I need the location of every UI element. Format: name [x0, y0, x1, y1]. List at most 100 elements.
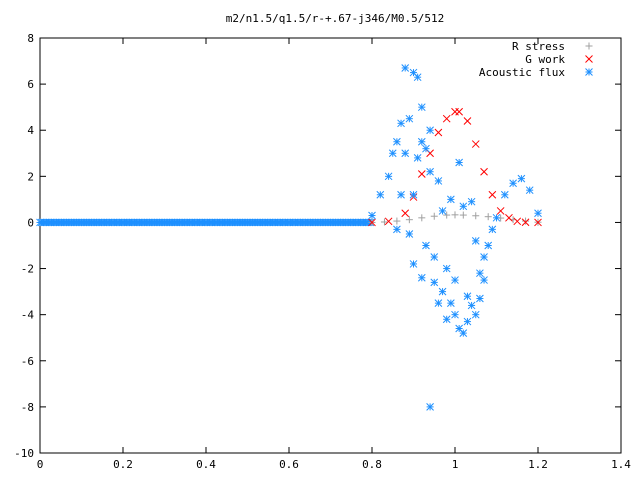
series-point: [401, 149, 410, 158]
series-1: [368, 107, 542, 227]
series-point: [438, 207, 447, 215]
series-0: [368, 211, 542, 226]
y-tick-label: -4: [21, 309, 35, 322]
series-point: [409, 190, 418, 199]
data-marks: [36, 64, 542, 411]
series-point: [442, 114, 451, 123]
x-tick-label: 1.4: [611, 458, 631, 471]
series-point: [484, 241, 493, 250]
y-tick-label: -2: [21, 263, 34, 276]
plot-frame: [39, 37, 622, 454]
series-point: [522, 217, 530, 225]
series-point: [467, 301, 476, 310]
series-point: [534, 209, 542, 218]
y-tick-label: 2: [27, 170, 34, 183]
series-2: [368, 64, 542, 411]
series-point: [509, 179, 517, 188]
legend-label: R stress: [512, 40, 565, 53]
series-point: [471, 140, 480, 148]
series-point: [451, 107, 459, 116]
series-point: [459, 202, 468, 211]
legend-marker: [585, 55, 593, 63]
y-tick-label: 6: [27, 78, 34, 91]
series-point: [480, 253, 488, 261]
series-point: [426, 167, 434, 176]
series-point: [471, 237, 480, 245]
series-point: [534, 218, 542, 227]
series-point: [426, 403, 434, 411]
series-point: [393, 225, 401, 234]
series-point: [422, 144, 430, 153]
series-point: [388, 149, 397, 158]
series-point: [455, 107, 464, 116]
y-tick-label: -6: [21, 355, 34, 368]
axis-ticks: 0 0.2 0.4 0.6 0.8 1 1.2 1.4 -10 -8 -6 -4 -2 0 2 4 6 8: [14, 32, 631, 471]
series-point: [488, 225, 497, 234]
series-point: [368, 218, 376, 227]
series-point: [451, 211, 459, 219]
series-point: [397, 190, 405, 199]
series-point: [459, 211, 467, 219]
series-point: [376, 190, 385, 199]
series-point: [426, 126, 434, 135]
legend-marker: [585, 42, 593, 50]
x-tick-label: 0.6: [279, 458, 299, 471]
x-tick-label: 1.2: [528, 458, 548, 471]
series-point: [521, 218, 530, 227]
series-point: [500, 190, 509, 199]
series-point: [476, 269, 484, 278]
series-point: [443, 211, 451, 219]
legend-label: G work: [525, 53, 565, 66]
series-point: [455, 158, 464, 167]
series-point: [417, 273, 426, 282]
x-tick-label: 1: [452, 458, 459, 471]
series-point: [380, 218, 388, 226]
series-point: [442, 264, 451, 273]
legend-marker: [585, 68, 593, 76]
series-point: [488, 190, 497, 199]
series-point: [446, 299, 455, 307]
x-tick-label: 0.8: [362, 458, 382, 471]
series-point: [496, 207, 505, 215]
x-tick-label: 0: [37, 458, 44, 471]
series-point: [384, 217, 393, 226]
series-point: [525, 186, 534, 195]
series-point: [422, 241, 430, 250]
series-point: [397, 119, 405, 128]
y-tick-label: -10: [14, 447, 34, 460]
series-point: [480, 167, 488, 176]
series-point: [430, 212, 438, 220]
legend-label: Acoustic flux: [479, 66, 565, 79]
y-tick-label: -8: [21, 401, 34, 414]
series-point: [393, 217, 401, 225]
series-point: [451, 310, 459, 319]
series-point: [438, 287, 447, 296]
series-point: [459, 329, 468, 337]
series-point: [480, 276, 488, 284]
series-point: [472, 212, 480, 220]
series-point: [492, 213, 501, 222]
chart-title: m2/n1.5/q1.5/r-+.67-j346/M0.5/512: [226, 12, 445, 25]
series-point: [442, 315, 451, 324]
y-tick-label: 4: [27, 124, 34, 137]
x-tick-label: 0.2: [113, 458, 133, 471]
series-point: [430, 253, 439, 261]
series-point: [405, 216, 413, 224]
series-point: [409, 260, 418, 268]
series-point: [417, 103, 426, 112]
series-point: [384, 172, 393, 181]
series-point: [513, 217, 522, 226]
baseline-points: [36, 218, 375, 227]
series-point: [455, 324, 464, 333]
series-point: [430, 278, 439, 287]
y-tick-label: 0: [27, 216, 34, 229]
series-point: [434, 299, 443, 307]
series-point: [517, 174, 526, 183]
series-point: [463, 292, 472, 301]
series-point: [463, 317, 472, 326]
series-point: [401, 209, 410, 218]
series-point: [413, 154, 422, 162]
x-tick-label: 0.4: [196, 458, 216, 471]
series-point: [476, 294, 484, 303]
